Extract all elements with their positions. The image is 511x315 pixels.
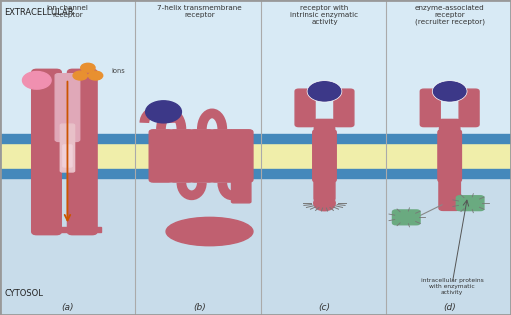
Text: ions: ions: [111, 68, 125, 74]
Circle shape: [146, 101, 181, 123]
Circle shape: [81, 63, 95, 72]
FancyBboxPatch shape: [313, 130, 336, 182]
Bar: [0, 169, 511, 178]
Text: (a): (a): [61, 303, 74, 312]
Text: EXTRACELLULAR: EXTRACELLULAR: [4, 8, 74, 17]
FancyBboxPatch shape: [459, 89, 479, 127]
FancyBboxPatch shape: [314, 177, 335, 201]
Text: (c): (c): [318, 303, 331, 312]
Circle shape: [88, 71, 103, 80]
FancyBboxPatch shape: [55, 74, 80, 141]
Bar: [0, 134, 511, 143]
FancyBboxPatch shape: [438, 130, 461, 182]
Text: enzyme-associated
receptor
(recruiter receptor): enzyme-associated receptor (recruiter re…: [415, 5, 484, 25]
Circle shape: [307, 81, 342, 102]
FancyBboxPatch shape: [32, 168, 61, 235]
FancyBboxPatch shape: [456, 196, 484, 211]
FancyBboxPatch shape: [63, 145, 72, 167]
Text: receptor with
intrinsic enzymatic
activity: receptor with intrinsic enzymatic activi…: [290, 5, 359, 25]
Bar: [37, 227, 101, 232]
FancyBboxPatch shape: [60, 124, 75, 172]
Ellipse shape: [166, 217, 253, 246]
FancyBboxPatch shape: [314, 119, 335, 134]
FancyBboxPatch shape: [231, 178, 251, 203]
FancyBboxPatch shape: [334, 89, 354, 127]
FancyBboxPatch shape: [439, 177, 460, 210]
FancyBboxPatch shape: [439, 119, 460, 134]
Text: (b): (b): [193, 303, 205, 312]
Circle shape: [22, 72, 51, 89]
FancyBboxPatch shape: [392, 210, 420, 225]
FancyBboxPatch shape: [67, 69, 97, 175]
FancyBboxPatch shape: [295, 89, 315, 127]
Circle shape: [432, 81, 467, 102]
Text: 7-helix transmembrane
receptor: 7-helix transmembrane receptor: [157, 5, 242, 18]
Text: intracellular proteins
with enzymatic
activity: intracellular proteins with enzymatic ac…: [421, 278, 483, 295]
FancyBboxPatch shape: [67, 168, 97, 235]
Text: ion-channel
receptor: ion-channel receptor: [47, 5, 88, 18]
FancyBboxPatch shape: [32, 69, 61, 175]
FancyBboxPatch shape: [170, 130, 193, 182]
FancyBboxPatch shape: [211, 130, 234, 182]
FancyBboxPatch shape: [229, 130, 253, 182]
Ellipse shape: [314, 196, 335, 211]
FancyBboxPatch shape: [421, 89, 440, 127]
FancyBboxPatch shape: [190, 130, 214, 182]
Circle shape: [73, 71, 87, 80]
Text: CYTOSOL: CYTOSOL: [4, 289, 43, 298]
FancyBboxPatch shape: [149, 130, 173, 182]
Text: (d): (d): [444, 303, 456, 312]
Bar: [0, 0, 511, 134]
Bar: [0, 143, 511, 169]
